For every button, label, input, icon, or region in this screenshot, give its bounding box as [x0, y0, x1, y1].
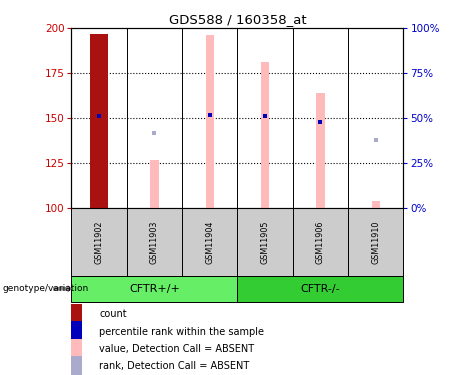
Bar [71, 321, 82, 342]
Bar [71, 208, 127, 276]
Text: CFTR+/+: CFTR+/+ [129, 284, 180, 294]
Bar [71, 356, 82, 375]
Bar [316, 93, 325, 208]
Bar [71, 304, 82, 325]
Text: GSM11902: GSM11902 [95, 220, 104, 264]
Bar [261, 62, 269, 208]
Bar [293, 208, 348, 276]
Text: GSM11910: GSM11910 [371, 220, 380, 264]
Text: GSM11905: GSM11905 [260, 220, 270, 264]
Bar [372, 201, 380, 208]
Bar [90, 33, 108, 208]
Text: rank, Detection Call = ABSENT: rank, Detection Call = ABSENT [99, 362, 249, 371]
Text: count: count [99, 309, 127, 319]
Text: GSM11906: GSM11906 [316, 220, 325, 264]
Bar [182, 208, 237, 276]
Text: percentile rank within the sample: percentile rank within the sample [99, 327, 264, 337]
Text: value, Detection Call = ABSENT: value, Detection Call = ABSENT [99, 344, 254, 354]
Text: genotype/variation: genotype/variation [2, 284, 89, 293]
Bar [150, 159, 159, 208]
Text: GSM11903: GSM11903 [150, 220, 159, 264]
Bar [237, 276, 403, 302]
Text: CFTR-/-: CFTR-/- [301, 284, 340, 294]
Bar [71, 276, 237, 302]
Text: GSM11904: GSM11904 [205, 220, 214, 264]
Bar [237, 208, 293, 276]
Bar [206, 35, 214, 208]
Bar [71, 339, 82, 359]
Bar [127, 208, 182, 276]
Bar [348, 208, 403, 276]
Title: GDS588 / 160358_at: GDS588 / 160358_at [169, 13, 306, 26]
